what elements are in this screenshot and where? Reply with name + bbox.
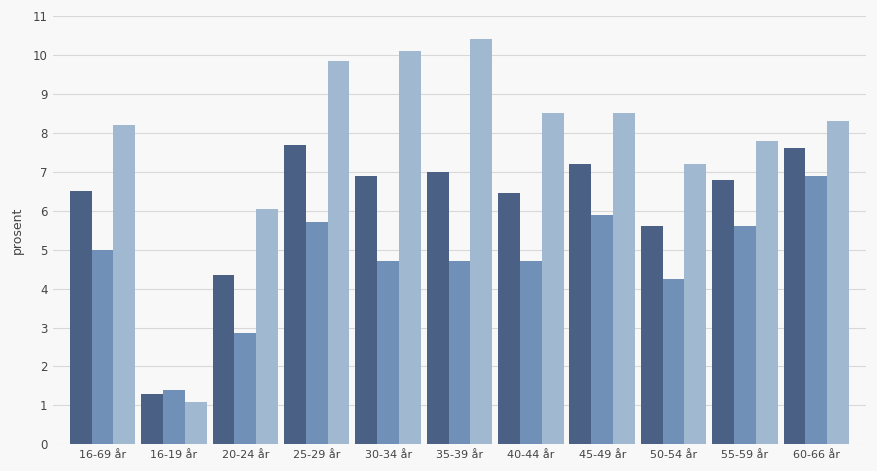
Bar [70, 191, 92, 444]
Bar [377, 261, 399, 444]
Bar [784, 148, 805, 444]
Bar [256, 209, 278, 444]
Bar [613, 114, 635, 444]
Y-axis label: prosent: prosent [11, 207, 24, 254]
Bar [542, 114, 564, 444]
Bar [448, 261, 470, 444]
Bar [212, 275, 234, 444]
Bar [113, 125, 135, 444]
Bar [328, 61, 349, 444]
Bar [306, 222, 328, 444]
Bar [399, 51, 421, 444]
Bar [427, 172, 448, 444]
Bar [141, 394, 163, 444]
Bar [712, 179, 734, 444]
Bar [92, 250, 113, 444]
Bar [234, 333, 256, 444]
Bar [470, 40, 492, 444]
Bar [734, 227, 756, 444]
Bar [641, 227, 663, 444]
Bar [756, 141, 778, 444]
Bar [591, 215, 613, 444]
Bar [827, 121, 849, 444]
Bar [520, 261, 542, 444]
Bar [498, 193, 520, 444]
Bar [684, 164, 706, 444]
Bar [355, 176, 377, 444]
Bar [569, 164, 591, 444]
Bar [185, 401, 207, 444]
Bar [663, 279, 684, 444]
Bar [805, 176, 827, 444]
Bar [284, 145, 306, 444]
Bar [163, 390, 185, 444]
